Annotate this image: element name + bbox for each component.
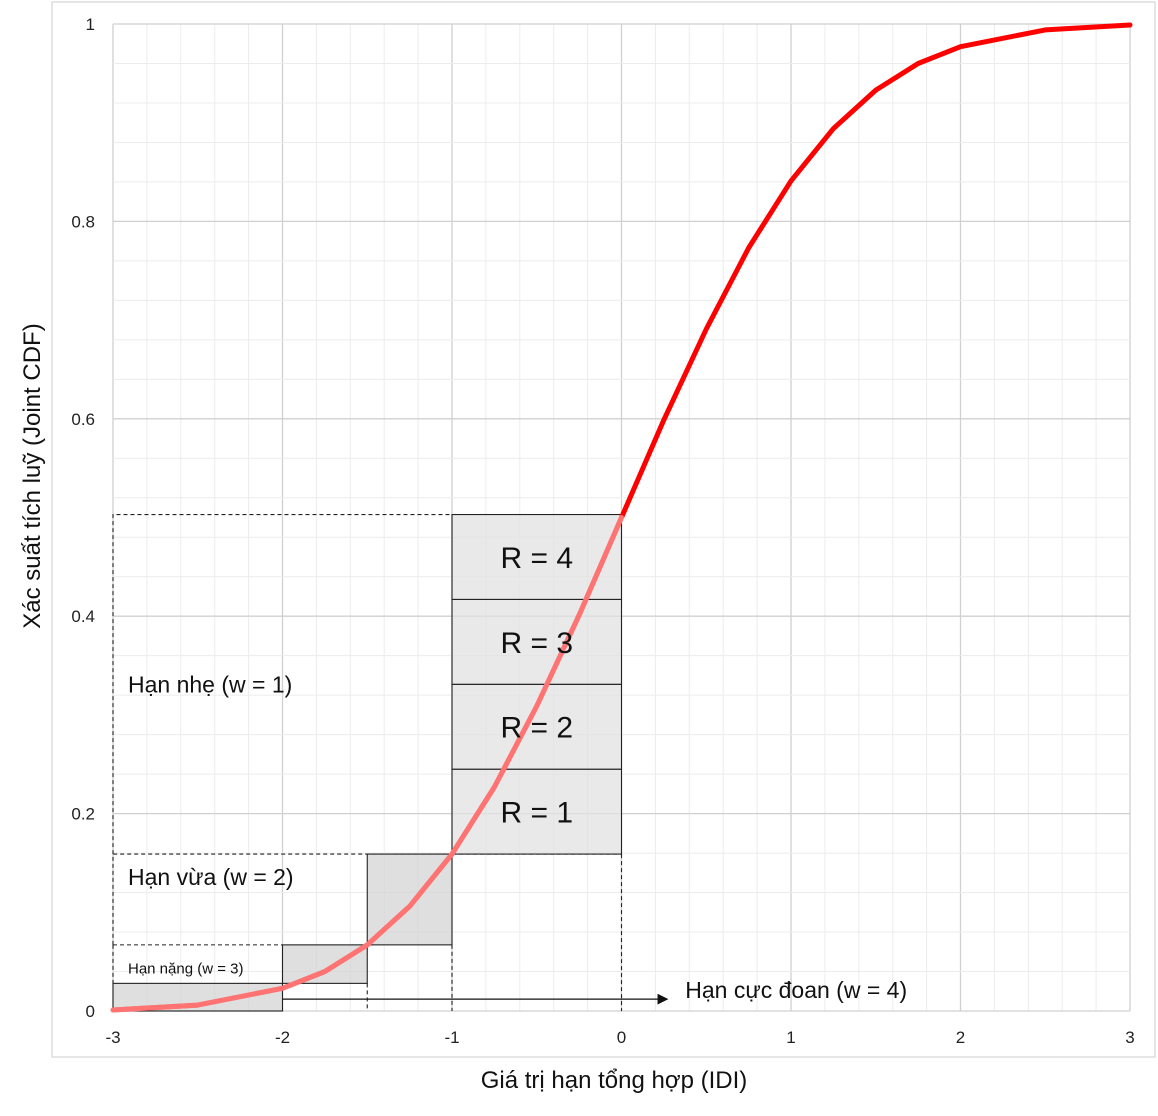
x-axis-label: Giá trị hạn tổng hợp (IDI) <box>481 1067 748 1094</box>
zone-label-han-vua: Hạn vừa (w = 2) <box>128 864 294 890</box>
cdf-step-box <box>281 944 368 984</box>
rank-label: R = 2 <box>500 712 573 745</box>
zone-outline-han-nhe <box>112 513 452 855</box>
zone-label-han-nhe: Hạn nhẹ (w = 1) <box>128 671 292 697</box>
y-tick-label: 0.2 <box>71 805 95 824</box>
cdf-series-line <box>110 22 1133 1013</box>
annotation-shapes <box>112 513 669 1012</box>
y-tick-label: 0.4 <box>71 607 95 626</box>
y-axis-label: Xác suất tích luỹ (Joint CDF) <box>19 323 46 628</box>
rank-label: R = 3 <box>500 627 573 660</box>
cdf-curve-layer <box>110 22 1133 1013</box>
y-tick-label: 0 <box>86 1002 95 1021</box>
x-tick-label: -1 <box>444 1028 459 1047</box>
x-tick-label: 0 <box>617 1028 626 1047</box>
y-tick-label: 0.8 <box>71 212 95 231</box>
zone-label-han-cuc-doan: Hạn cực đoan (w = 4) <box>685 977 907 1003</box>
x-tick-label: 3 <box>1125 1028 1134 1047</box>
y-tick-label: 0.6 <box>71 410 95 429</box>
x-tick-label: -2 <box>275 1028 290 1047</box>
zone-outline-han-vua <box>112 853 452 945</box>
x-tick-label: 2 <box>956 1028 965 1047</box>
rank-label: R = 4 <box>500 542 573 575</box>
rank-box <box>451 683 623 770</box>
annotation-labels: R = 1 R = 2 R = 3 R = 4 Hạn nhẹ (w = 1) Hạn v… <box>128 542 907 1003</box>
rank-box <box>451 598 623 685</box>
cdf-curve-shading <box>110 515 624 1013</box>
tick-labels: -3 -2 -1 0 1 2 3 0 0.2 0.4 0.6 0.8 1 <box>71 15 1134 1047</box>
x-tick-label: 1 <box>786 1028 795 1047</box>
x-tick-label: -3 <box>105 1028 120 1047</box>
zone-label-han-nang: Hạn nặng (w = 3) <box>128 961 243 978</box>
rank-label: R = 1 <box>500 797 573 830</box>
y-tick-label: 1 <box>86 15 95 34</box>
